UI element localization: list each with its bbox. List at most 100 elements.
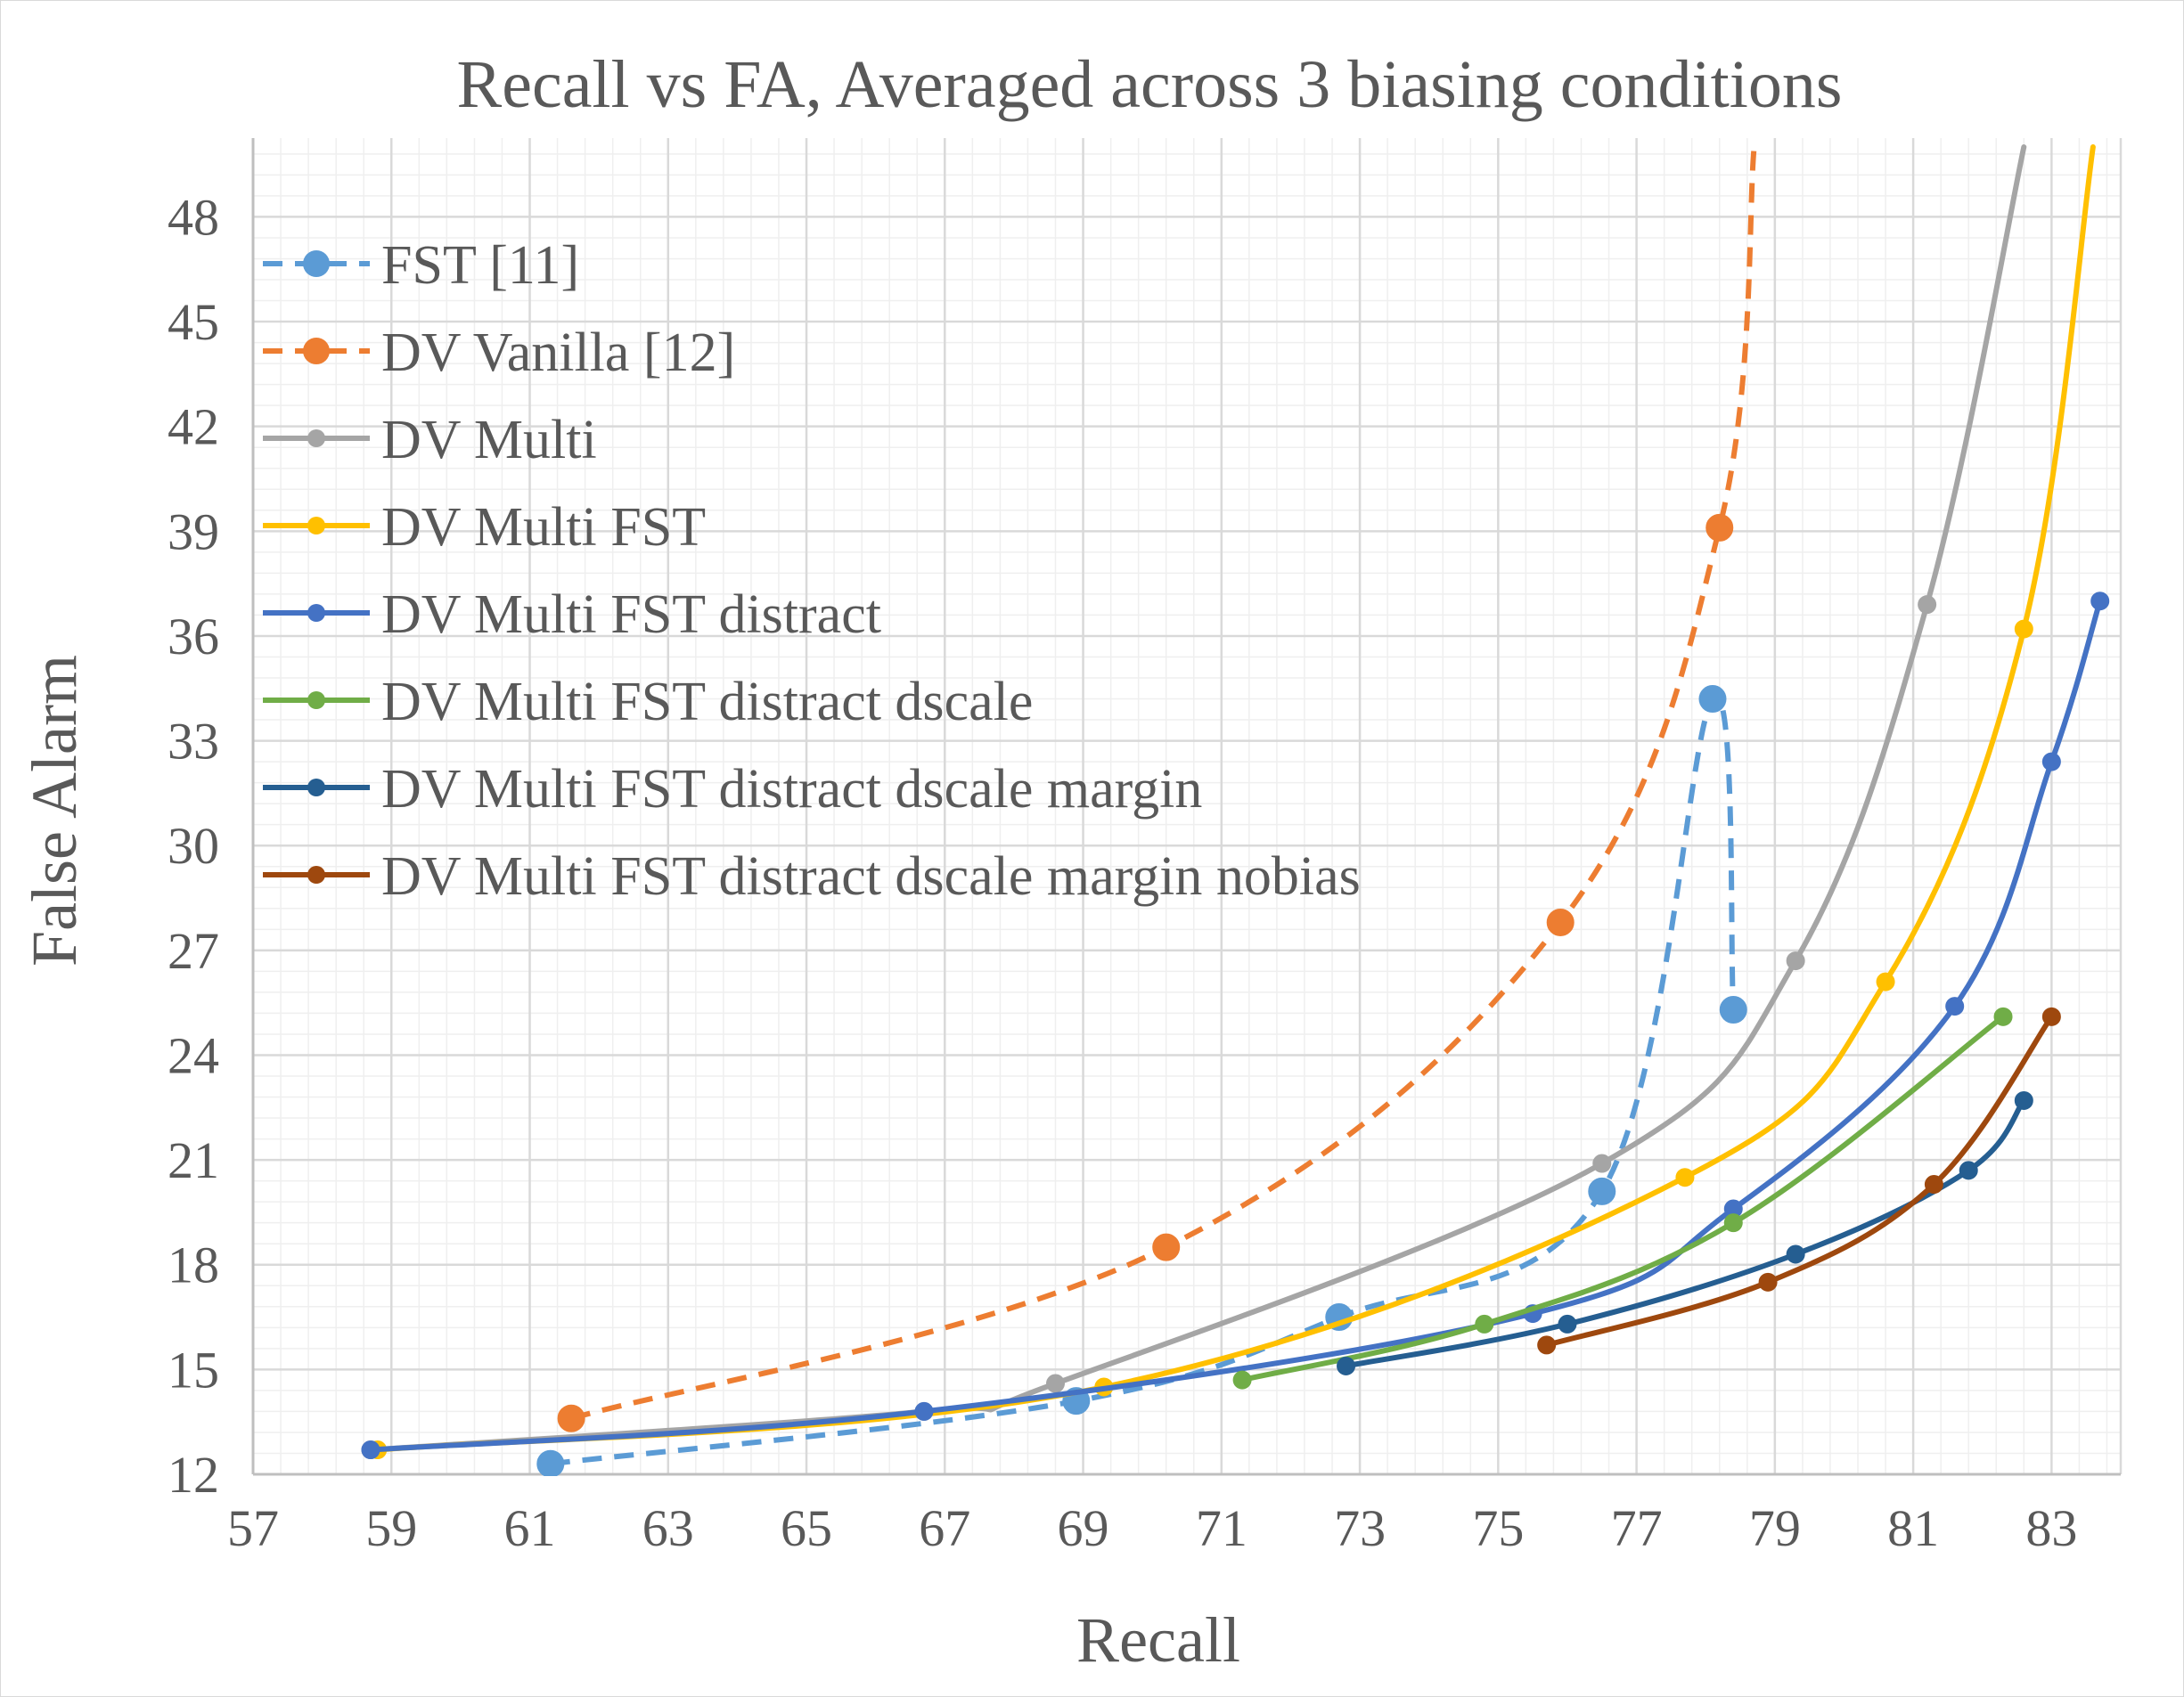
data-point <box>1786 1244 1805 1264</box>
x-axis-label: Recall <box>1076 1604 1240 1676</box>
gridlines <box>251 138 2123 1476</box>
series-7 <box>1337 1090 2033 1375</box>
legend-swatch-marker <box>307 517 325 534</box>
x-tick-label: 57 <box>227 1499 279 1557</box>
y-tick-label: 33 <box>168 713 219 771</box>
data-point <box>1698 685 1727 714</box>
data-point <box>1592 1154 1612 1173</box>
series-line <box>1239 1014 2006 1383</box>
legend-swatch-marker <box>307 691 325 709</box>
data-point <box>361 1440 380 1460</box>
y-tick-label: 42 <box>168 398 219 456</box>
data-point <box>1232 1370 1252 1390</box>
data-point <box>2041 752 2061 771</box>
data-point <box>1705 513 1734 542</box>
legend-item: DV Vanilla [12] <box>263 322 735 383</box>
data-point <box>2014 619 2033 639</box>
data-point <box>2041 1007 2061 1026</box>
y-tick-label: 24 <box>168 1026 219 1084</box>
y-tick-label: 36 <box>168 608 219 665</box>
data-point <box>2014 1090 2033 1110</box>
legend-label: DV Multi FST distract dscale <box>381 672 1033 732</box>
data-point <box>1152 1233 1181 1261</box>
data-point <box>1675 1168 1695 1187</box>
x-tick-label: 83 <box>2025 1499 2077 1557</box>
y-tick-labels: 12 15 18 21 24 27 30 33 36 39 42 45 48 <box>168 188 219 1504</box>
legend-item: DV Multi FST distract dscale <box>263 672 1033 732</box>
y-tick-label: 27 <box>168 922 219 980</box>
legend-label: DV Multi FST <box>381 497 706 558</box>
series-line <box>1343 1097 2027 1369</box>
legend-item: DV Multi <box>263 410 597 470</box>
x-tick-label: 79 <box>1749 1499 1801 1557</box>
y-tick-label: 48 <box>168 188 219 246</box>
axes <box>251 138 2121 1476</box>
legend-swatch-marker <box>307 779 325 796</box>
legend-item: FST [11] <box>263 235 579 296</box>
y-tick-label: 18 <box>168 1236 219 1294</box>
data-point <box>1546 908 1575 936</box>
legend-item: DV Multi FST distract dscale margin <box>263 759 1202 820</box>
series-5 <box>361 592 2110 1460</box>
x-tick-labels: 57 59 61 63 65 67 69 71 73 75 77 79 81 83 <box>227 1499 2077 1557</box>
y-tick-label: 15 <box>168 1341 219 1399</box>
x-tick-label: 65 <box>781 1499 832 1557</box>
data-point <box>1475 1314 1494 1334</box>
legend-label: DV Multi <box>381 410 597 470</box>
data-point <box>1537 1335 1557 1355</box>
data-point <box>557 1404 585 1432</box>
data-point <box>1993 1007 2013 1026</box>
x-tick-label: 63 <box>642 1499 694 1557</box>
series-2 <box>557 146 1757 1432</box>
data-point <box>1337 1356 1356 1375</box>
legend-item: DV Multi FST distract dscale margin nobi… <box>263 846 1361 907</box>
y-tick-label: 39 <box>168 502 219 560</box>
data-point <box>536 1449 565 1476</box>
y-tick-label: 30 <box>168 817 219 875</box>
data-point <box>1945 997 1965 1016</box>
data-point <box>914 1401 934 1421</box>
data-point <box>1876 972 1895 991</box>
plot-area <box>361 144 2110 1476</box>
legend-label: DV Vanilla [12] <box>381 322 735 383</box>
legend-label: DV Multi FST distract dscale margin <box>381 759 1202 820</box>
data-point <box>2090 592 2110 611</box>
x-tick-label: 73 <box>1334 1499 1386 1557</box>
series-6 <box>1232 1007 2013 1390</box>
legend-swatch-marker <box>307 866 325 884</box>
x-tick-label: 71 <box>1196 1499 1247 1557</box>
legend-swatch-marker <box>307 604 325 622</box>
x-tick-label: 81 <box>1887 1499 1939 1557</box>
data-point <box>1719 996 1747 1024</box>
data-point <box>1588 1177 1616 1205</box>
x-tick-label: 67 <box>919 1499 970 1557</box>
series-line <box>368 598 2103 1453</box>
x-tick-label: 75 <box>1472 1499 1524 1557</box>
data-point <box>1918 595 1937 615</box>
legend-swatch-marker <box>303 338 330 364</box>
legend-label: FST [11] <box>381 235 579 296</box>
x-tick-label: 61 <box>504 1499 556 1557</box>
x-tick-label: 77 <box>1611 1499 1663 1557</box>
data-point <box>1558 1314 1577 1334</box>
series-8 <box>1537 1007 2061 1355</box>
data-point <box>1786 951 1805 971</box>
y-tick-label: 12 <box>168 1446 219 1504</box>
y-tick-label: 21 <box>168 1131 219 1189</box>
legend-swatch-marker <box>307 429 325 447</box>
legend-item: DV Multi FST distract <box>263 584 881 645</box>
data-point <box>1924 1175 1943 1195</box>
series-line <box>1543 1014 2055 1348</box>
series-line <box>570 146 1757 1422</box>
legend-label: DV Multi FST distract dscale margin nobi… <box>381 846 1361 907</box>
x-tick-label: 59 <box>365 1499 417 1557</box>
chart-title: Recall vs FA, Averaged across 3 biasing … <box>457 47 1843 122</box>
x-tick-label: 69 <box>1058 1499 1109 1557</box>
legend-swatch-marker <box>303 250 330 277</box>
legend: FST [11] DV Vanilla [12] DV Multi DV Multi … <box>263 235 1361 907</box>
y-tick-label: 45 <box>168 293 219 351</box>
data-point <box>1723 1213 1743 1233</box>
data-point <box>1758 1272 1778 1292</box>
data-point <box>1046 1374 1066 1393</box>
